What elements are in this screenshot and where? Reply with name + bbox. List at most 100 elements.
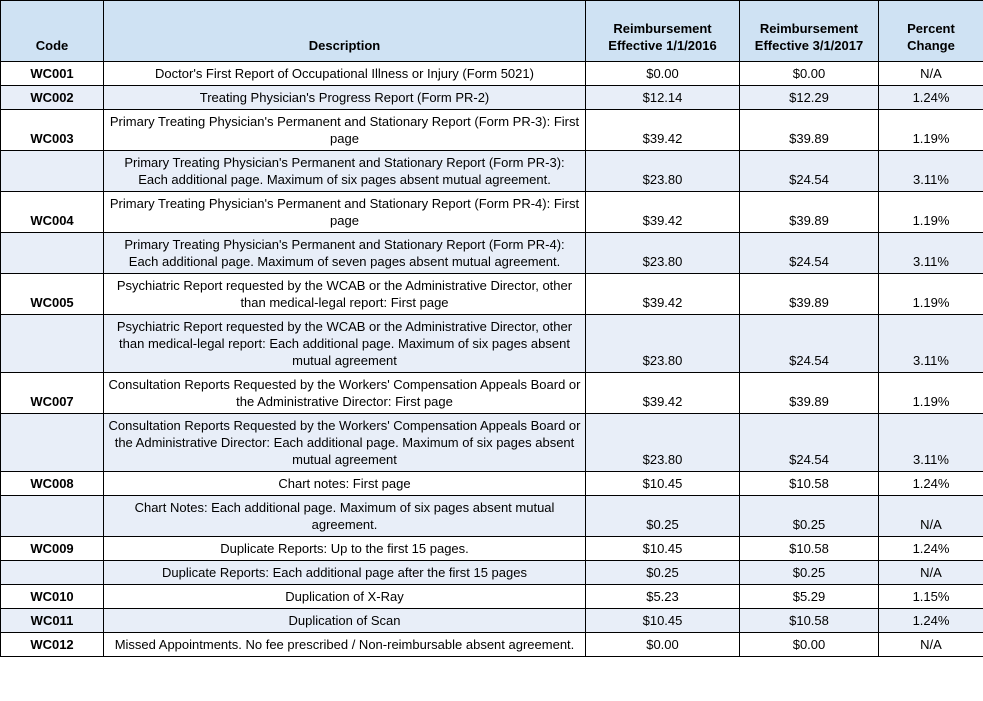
description-cell: Treating Physician's Progress Report (Fo… (103, 85, 586, 110)
percent-change-cell: 3.11% (878, 413, 983, 472)
description-cell: Missed Appointments. No fee prescribed /… (103, 632, 586, 657)
table-row: WC012 Missed Appointments. No fee prescr… (0, 632, 983, 657)
table-row: WC009 Duplicate Reports: Up to the first… (0, 536, 983, 561)
percent-change-cell: 1.19% (878, 109, 983, 151)
reimbursement-2016-cell: $12.14 (585, 85, 740, 110)
table-body: WC001 Doctor's First Report of Occupatio… (0, 61, 983, 657)
table-row: Consultation Reports Requested by the Wo… (0, 413, 983, 472)
reimbursement-2016-cell: $0.25 (585, 495, 740, 537)
table-row: Primary Treating Physician's Permanent a… (0, 150, 983, 192)
table-row: WC005 Psychiatric Report requested by th… (0, 273, 983, 315)
reimbursement-2017-cell: $0.00 (739, 632, 879, 657)
reimbursement-2016-cell: $5.23 (585, 584, 740, 609)
table-row: Primary Treating Physician's Permanent a… (0, 232, 983, 274)
table-row: WC004 Primary Treating Physician's Perma… (0, 191, 983, 233)
reimbursement-2017-cell: $24.54 (739, 150, 879, 192)
percent-change-cell: 3.11% (878, 314, 983, 373)
reimbursement-2017-cell: $39.89 (739, 273, 879, 315)
percent-change-cell: 1.15% (878, 584, 983, 609)
code-cell: WC009 (0, 536, 104, 561)
reimbursement-2016-cell: $10.45 (585, 471, 740, 496)
percent-change-cell: 1.24% (878, 471, 983, 496)
table-row: Duplicate Reports: Each additional page … (0, 560, 983, 585)
column-header-description: Description (103, 0, 586, 62)
description-cell: Duplicate Reports: Each additional page … (103, 560, 586, 585)
description-cell: Consultation Reports Requested by the Wo… (103, 372, 586, 414)
code-cell: WC005 (0, 273, 104, 315)
code-cell: WC003 (0, 109, 104, 151)
percent-change-cell: 1.24% (878, 536, 983, 561)
description-cell: Consultation Reports Requested by the Wo… (103, 413, 586, 472)
reimbursement-2016-cell: $39.42 (585, 191, 740, 233)
percent-change-cell: 1.24% (878, 608, 983, 633)
description-cell: Duplication of Scan (103, 608, 586, 633)
column-header-reimbursement-2016: Reimbursement Effective 1/1/2016 (585, 0, 740, 62)
table-row: WC008 Chart notes: First page $10.45 $10… (0, 471, 983, 496)
code-cell (0, 413, 104, 472)
reimbursement-2016-cell: $23.80 (585, 314, 740, 373)
table-header: Code Description Reimbursement Effective… (0, 0, 983, 62)
code-cell: WC002 (0, 85, 104, 110)
table-row: WC003 Primary Treating Physician's Perma… (0, 109, 983, 151)
percent-change-cell: N/A (878, 560, 983, 585)
description-cell: Primary Treating Physician's Permanent a… (103, 109, 586, 151)
code-cell (0, 495, 104, 537)
code-cell: WC012 (0, 632, 104, 657)
reimbursement-2017-cell: $39.89 (739, 109, 879, 151)
code-cell: WC008 (0, 471, 104, 496)
reimbursement-2017-cell: $39.89 (739, 372, 879, 414)
code-cell (0, 314, 104, 373)
reimbursement-2016-cell: $0.25 (585, 560, 740, 585)
header-row: Code Description Reimbursement Effective… (0, 0, 983, 62)
column-header-reimbursement-2017: Reimbursement Effective 3/1/2017 (739, 0, 879, 62)
reimbursement-2016-cell: $0.00 (585, 61, 740, 86)
reimbursement-2016-cell: $23.80 (585, 232, 740, 274)
description-cell: Chart notes: First page (103, 471, 586, 496)
fee-schedule-table: Code Description Reimbursement Effective… (0, 0, 983, 657)
description-cell: Primary Treating Physician's Permanent a… (103, 232, 586, 274)
table-row: Chart Notes: Each additional page. Maxim… (0, 495, 983, 537)
percent-change-cell: 1.19% (878, 273, 983, 315)
reimbursement-2017-cell: $0.25 (739, 495, 879, 537)
table-row: WC007 Consultation Reports Requested by … (0, 372, 983, 414)
reimbursement-2016-cell: $39.42 (585, 273, 740, 315)
reimbursement-2016-cell: $0.00 (585, 632, 740, 657)
table-row: Psychiatric Report requested by the WCAB… (0, 314, 983, 373)
reimbursement-2017-cell: $0.25 (739, 560, 879, 585)
reimbursement-2016-cell: $10.45 (585, 536, 740, 561)
reimbursement-2017-cell: $10.58 (739, 608, 879, 633)
column-header-code: Code (0, 0, 104, 62)
reimbursement-2017-cell: $39.89 (739, 191, 879, 233)
percent-change-cell: N/A (878, 632, 983, 657)
reimbursement-2017-cell: $24.54 (739, 314, 879, 373)
code-cell (0, 232, 104, 274)
code-cell (0, 150, 104, 192)
table-row: WC002 Treating Physician's Progress Repo… (0, 85, 983, 110)
table-row: WC010 Duplication of X-Ray $5.23 $5.29 1… (0, 584, 983, 609)
reimbursement-2017-cell: $0.00 (739, 61, 879, 86)
description-cell: Duplication of X-Ray (103, 584, 586, 609)
reimbursement-2017-cell: $12.29 (739, 85, 879, 110)
reimbursement-2016-cell: $39.42 (585, 109, 740, 151)
percent-change-cell: 1.19% (878, 191, 983, 233)
column-header-percent-change: Percent Change (878, 0, 983, 62)
code-cell: WC010 (0, 584, 104, 609)
code-cell: WC011 (0, 608, 104, 633)
reimbursement-2016-cell: $23.80 (585, 150, 740, 192)
description-cell: Duplicate Reports: Up to the first 15 pa… (103, 536, 586, 561)
reimbursement-2016-cell: $10.45 (585, 608, 740, 633)
percent-change-cell: N/A (878, 61, 983, 86)
percent-change-cell: 3.11% (878, 150, 983, 192)
reimbursement-2017-cell: $10.58 (739, 471, 879, 496)
reimbursement-2017-cell: $24.54 (739, 232, 879, 274)
description-cell: Chart Notes: Each additional page. Maxim… (103, 495, 586, 537)
code-cell: WC001 (0, 61, 104, 86)
code-cell: WC007 (0, 372, 104, 414)
reimbursement-2017-cell: $5.29 (739, 584, 879, 609)
table-row: WC011 Duplication of Scan $10.45 $10.58 … (0, 608, 983, 633)
description-cell: Doctor's First Report of Occupational Il… (103, 61, 586, 86)
description-cell: Psychiatric Report requested by the WCAB… (103, 314, 586, 373)
code-cell (0, 560, 104, 585)
table-row: WC001 Doctor's First Report of Occupatio… (0, 61, 983, 86)
